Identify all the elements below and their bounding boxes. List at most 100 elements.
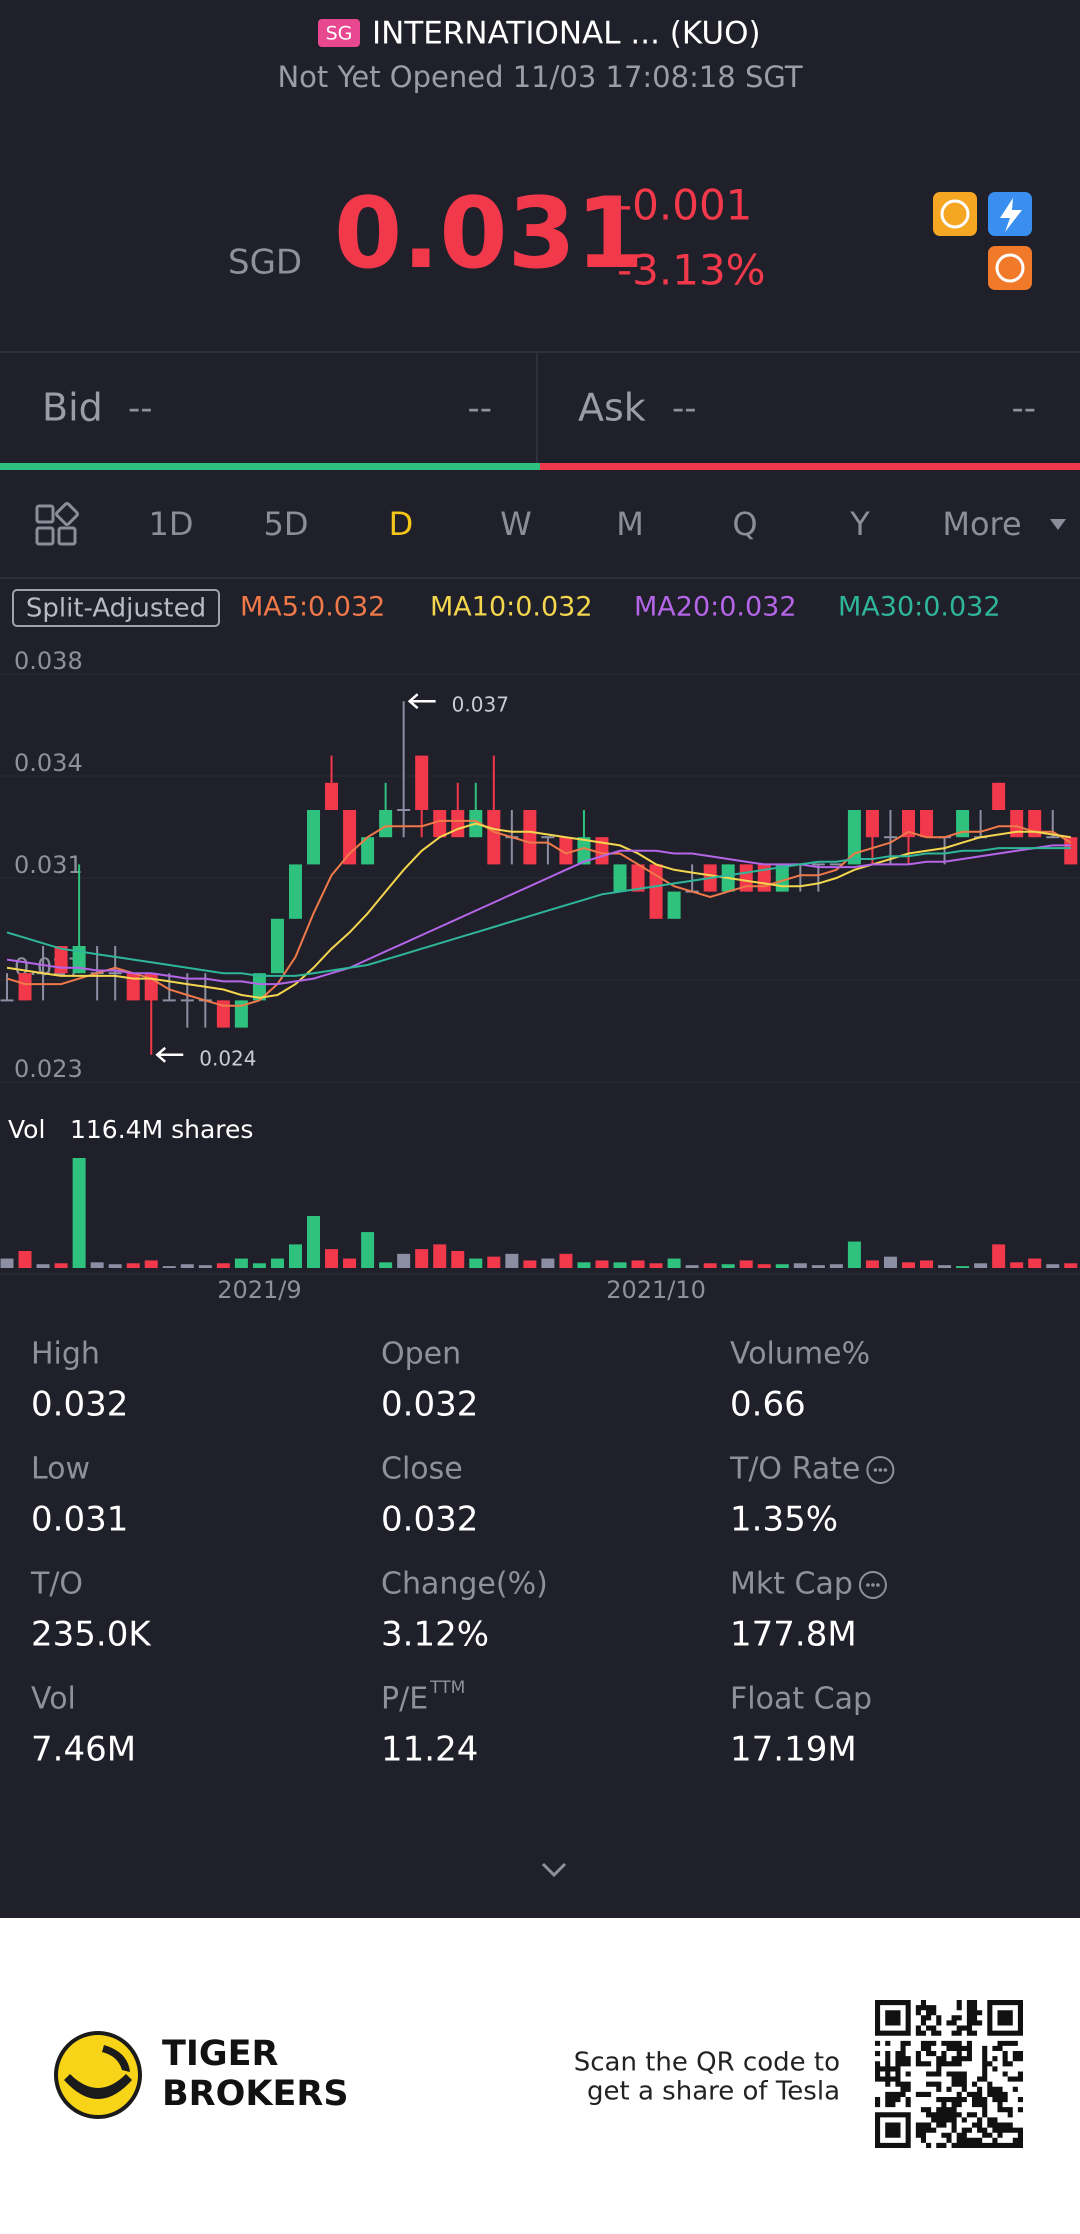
promo-line: Scan the QR code to — [574, 2048, 840, 2078]
short-icon[interactable] — [988, 246, 1032, 290]
volume-bar — [902, 1262, 915, 1268]
volume-bar — [559, 1253, 573, 1268]
stat-value: 7.46M — [31, 1730, 136, 1770]
volume-bar — [180, 1264, 194, 1268]
y-tick-label: 0.034 — [14, 749, 83, 777]
candle-body — [1010, 810, 1024, 838]
expand-chevron[interactable] — [541, 1862, 567, 1878]
stat-value: 177.8M — [730, 1615, 857, 1655]
candle-body — [307, 810, 321, 865]
candle-body — [577, 837, 591, 865]
stat-label-sup: TTM — [429, 1678, 465, 1698]
volume-bar — [703, 1263, 717, 1268]
candle-body — [18, 973, 32, 1001]
info-icon[interactable] — [866, 1456, 895, 1484]
candle-body — [847, 810, 861, 865]
volume-bar — [793, 1263, 807, 1268]
adjust-button[interactable] — [12, 589, 220, 627]
dividend-icon-glyph — [940, 199, 970, 229]
ma-line — [6, 819, 1072, 1007]
volume-bar — [1064, 1263, 1078, 1268]
candle-body — [883, 836, 897, 839]
candle-body — [992, 782, 1006, 810]
y-tick-label: 0.023 — [14, 1055, 83, 1083]
candle-body — [956, 810, 970, 838]
volume-bar — [198, 1265, 212, 1268]
candle-body — [613, 864, 627, 892]
candle-body — [343, 810, 357, 865]
volume-bar — [379, 1262, 393, 1268]
legend-entry: MA30:0.032 — [838, 592, 1001, 623]
y-tick-label: 0.038 — [14, 647, 83, 675]
volume-bar — [1028, 1258, 1042, 1268]
dropdown-arrow[interactable] — [1050, 519, 1066, 530]
ask-label: Ask — [578, 386, 646, 430]
ma-line — [6, 847, 1071, 977]
volume-bar — [144, 1260, 158, 1268]
volume-bar — [992, 1244, 1006, 1268]
stat-label: P/E — [381, 1682, 428, 1717]
candle-body — [361, 837, 375, 865]
volume-bar — [361, 1232, 375, 1268]
annotation-label: 0.037 — [452, 693, 509, 717]
candle-body — [325, 782, 339, 810]
candle-body — [270, 918, 284, 974]
info-icon[interactable] — [858, 1571, 887, 1599]
period-tab[interactable]: Y — [849, 505, 870, 543]
volume-bar — [325, 1249, 339, 1268]
volume-bar — [270, 1258, 284, 1268]
dividend-icon[interactable] — [933, 192, 977, 236]
icon-square — [35, 526, 55, 546]
candle-body — [162, 999, 176, 1002]
volume-bar — [613, 1262, 627, 1268]
logo-stripe — [64, 2074, 132, 2099]
tiger-logo — [54, 2031, 142, 2119]
volume-bar — [811, 1265, 825, 1268]
volume-bar — [883, 1256, 897, 1268]
candle-body — [631, 864, 645, 892]
annotation-arrow — [155, 1046, 184, 1063]
stat-label: T/O Rate — [729, 1452, 860, 1487]
stat-label: Float Cap — [730, 1682, 872, 1717]
volume-bar — [685, 1265, 699, 1268]
bid-bar — [0, 463, 540, 470]
volume-bar — [865, 1260, 879, 1268]
period-tab[interactable]: Q — [732, 505, 757, 543]
layout-icon[interactable] — [35, 502, 79, 546]
stat-value: 0.031 — [31, 1500, 128, 1540]
candle-body — [559, 837, 573, 865]
period-tab[interactable]: M — [616, 505, 644, 543]
volume-bar — [451, 1250, 465, 1268]
candle-body — [811, 863, 825, 866]
volume-bar — [523, 1260, 537, 1268]
info-dot — [871, 1583, 875, 1587]
candle-body — [216, 1000, 230, 1028]
flash-icon-glyph — [1000, 198, 1022, 232]
stat-value: 1.35% — [730, 1500, 838, 1540]
stat-value: 0.032 — [381, 1385, 478, 1425]
candle-body — [487, 810, 501, 865]
candle-body — [433, 810, 447, 838]
candle-body — [829, 863, 843, 866]
stat-label: T/O — [30, 1567, 83, 1602]
volume-bar — [72, 1158, 86, 1268]
period-tab[interactable]: 1D — [149, 505, 194, 543]
volume-bar — [847, 1241, 861, 1268]
legend-entry: MA10:0.032 — [430, 592, 593, 623]
badge-text: SG — [326, 23, 353, 45]
period-tab[interactable]: W — [500, 505, 532, 543]
candle-body — [234, 1000, 248, 1028]
bid-label: Bid — [42, 386, 103, 430]
volume-bar — [126, 1263, 140, 1268]
period-tab[interactable]: 5D — [264, 505, 309, 543]
volume-bar — [415, 1249, 429, 1268]
legend-entry: MA5:0.032 — [240, 592, 385, 623]
volume-bar — [216, 1263, 230, 1268]
stock-title: INTERNATIONAL ... (KUO) — [372, 16, 761, 52]
period-tab[interactable]: D — [389, 505, 414, 543]
volume-bar — [397, 1253, 411, 1268]
candle-body — [1046, 836, 1060, 839]
period-tab[interactable]: More — [942, 505, 1021, 543]
volume-bar — [108, 1264, 122, 1268]
stat-value: 11.24 — [381, 1730, 478, 1770]
